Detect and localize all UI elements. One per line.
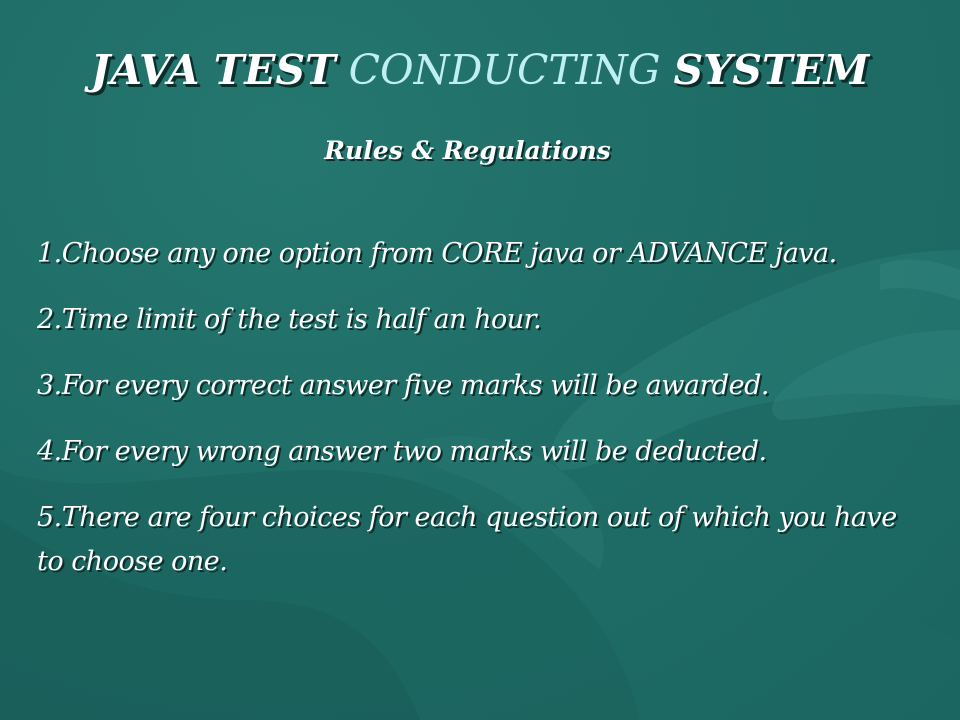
slide-subtitle: Rules & Regulations [324,136,611,165]
title-java-test: JAVA TEST [90,46,336,94]
title-conducting: CONDUCTING [348,46,661,94]
title-system: SYSTEM [673,46,870,94]
rules-list: 1.Choose any one option from CORE java o… [37,232,917,606]
rule-item-1: 1.Choose any one option from CORE java o… [37,238,837,269]
slide-title: JAVA TEST CONDUCTING SYSTEM [0,46,960,94]
rule-item-3: 3.For every correct answer five marks wi… [37,370,770,401]
rule-item-4: 4.For every wrong answer two marks will … [37,436,767,467]
rule-item-2: 2.Time limit of the test is half an hour… [37,304,542,335]
rule-item-5: 5.There are four choices for each questi… [37,502,897,577]
